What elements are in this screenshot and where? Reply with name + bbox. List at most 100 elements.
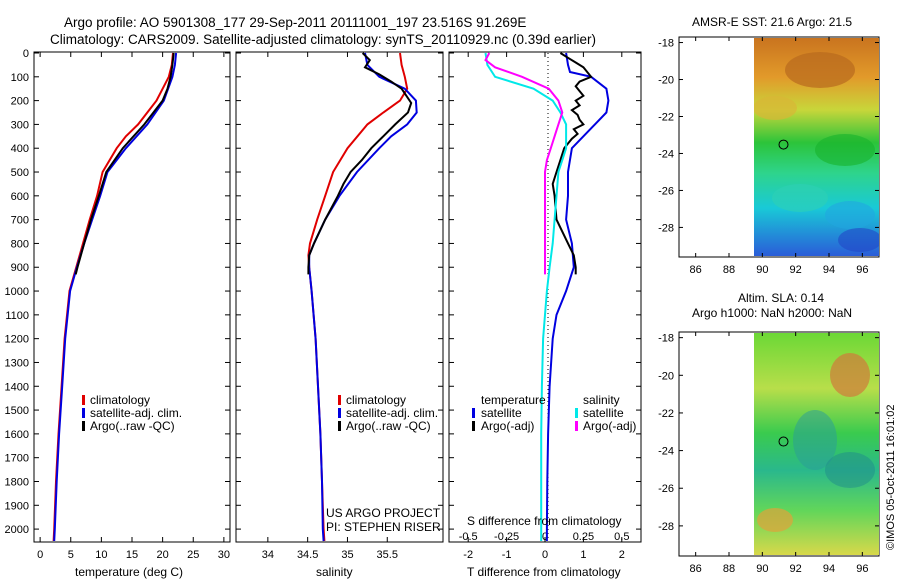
series-line: [308, 52, 418, 542]
x-tick-label: 0: [37, 549, 43, 561]
depth-tick-label: 0: [23, 48, 29, 60]
map-x-tick-label: 92: [790, 264, 802, 276]
depth-tick-label: 100: [11, 72, 29, 84]
series-line: [545, 52, 610, 541]
legend-clim-swatch: [82, 395, 85, 405]
salinity-x-axis: 34 34.5 35 35.5: [262, 52, 398, 561]
map-y-tick-label: -28: [658, 222, 674, 234]
map-x-tick-label: 88: [723, 563, 735, 575]
x-tick-label: 2: [619, 549, 625, 561]
x-tick2-label: 0.5: [614, 531, 629, 543]
temperature-axes: [33, 51, 231, 543]
legend-sargo-label: Argo(-adj): [583, 419, 636, 433]
x-tick2-label: 0.25: [573, 531, 594, 543]
x-tick-label: 10: [95, 549, 107, 561]
depth-tick-label: 1200: [5, 334, 29, 346]
depth-tick-label: 1700: [5, 453, 29, 465]
difference-legend: temperature salinity satellite Argo(-adj…: [472, 393, 636, 433]
map-x-tick-label: 96: [856, 563, 868, 575]
depth-axis: 0 100 200 300 400 500 600 700 800 900 1000 1100 1200…: [5, 48, 641, 536]
legend-ssat-label: satellite: [583, 406, 624, 420]
series-line: [484, 52, 568, 541]
difference-x-axis: -2 -1 0 1 2 -0.5 -0.25 0 0.25 0.5: [459, 52, 629, 561]
series-line: [74, 52, 175, 275]
legend-argo-label: Argo(..raw -QC): [90, 419, 175, 433]
x-tick-label: 20: [157, 549, 169, 561]
sla-title-2: Argo h1000: NaN h2000: NaN: [692, 306, 852, 320]
sla-title-1: Altim. SLA: 0.14: [738, 291, 824, 305]
header-line-1: Argo profile: AO 5901308_177 29-Sep-2011…: [64, 15, 526, 30]
map-x-tick-label: 86: [690, 264, 702, 276]
x-tick-label: 35.5: [377, 549, 398, 561]
map-y-tick-label: -22: [658, 408, 674, 420]
map-x-tick-label: 94: [823, 563, 835, 575]
salinity-legend: climatology satellite-adj. clim. Argo(..…: [338, 393, 438, 433]
legend-sat-label: satellite-adj. clim.: [90, 406, 182, 420]
legend-temp-head: temperature: [481, 393, 546, 407]
salinity-profiles: [307, 52, 418, 542]
sst-axis-ticks: 86 88 90 92 94 96 -18 -20 -22 -24 -26 -28: [658, 37, 879, 276]
depth-tick-label: 1600: [5, 429, 29, 441]
map-y-tick-label: -28: [658, 521, 674, 533]
pi-credit: PI: STEPHEN RISER: [326, 520, 441, 534]
map-x-tick-label: 96: [856, 264, 868, 276]
difference-axes: [448, 51, 642, 543]
sst-heatmap: [754, 38, 879, 256]
legend-argo-swatch: [82, 421, 85, 431]
depth-tick-label: 600: [11, 191, 29, 203]
depth-tick-label: 200: [11, 96, 29, 108]
x-tick2-label: -0.5: [459, 531, 478, 543]
map-x-tick-label: 92: [790, 563, 802, 575]
x-tick2-label: -0.25: [494, 531, 519, 543]
depth-tick-label: 1100: [5, 310, 29, 322]
temperature-xlabel: temperature (deg C): [75, 565, 183, 579]
map-y-tick-label: -20: [658, 370, 674, 382]
map-y-tick-label: -26: [658, 483, 674, 495]
series-line: [307, 52, 413, 275]
legend-targo-label: Argo(-adj): [481, 419, 534, 433]
depth-tick-label: 300: [11, 119, 29, 131]
sst-title: AMSR-E SST: 21.6 Argo: 21.5: [692, 15, 852, 29]
imos-stamp: ©IMOS 05-Oct-2011 16:01:02: [885, 405, 897, 550]
depth-tick-label: 400: [11, 143, 29, 155]
x-tick-label: -1: [502, 549, 512, 561]
map-y-tick-label: -24: [658, 446, 674, 458]
map-x-tick-label: 86: [690, 563, 702, 575]
map-y-tick-label: -22: [658, 111, 674, 123]
map-x-tick-label: 94: [823, 264, 835, 276]
depth-tick-label: 1500: [5, 405, 29, 417]
depth-tick-label: 900: [11, 262, 29, 274]
series-line: [551, 52, 593, 275]
legend-clim-swatch: [338, 395, 341, 405]
depth-tick-label: 500: [11, 167, 29, 179]
legend-clim-label: climatology: [90, 393, 150, 407]
map-x-tick-label: 90: [756, 563, 768, 575]
series-line: [484, 52, 564, 275]
sla-axis-ticks: 86 88 90 92 94 96 -18 -20 -22 -24 -26 -28: [658, 332, 879, 575]
temperature-profiles: [52, 52, 178, 542]
x-tick-label: 34.5: [297, 549, 318, 561]
depth-tick-label: 1000: [5, 286, 29, 298]
x-tick-label: -2: [463, 549, 473, 561]
x-tick-label: 0: [542, 549, 548, 561]
x-tick-label: 30: [218, 549, 230, 561]
legend-argo-label: Argo(..raw -QC): [346, 419, 431, 433]
sla-argo-marker: [778, 436, 789, 447]
map-x-tick-label: 88: [723, 264, 735, 276]
map-y-tick-label: -18: [658, 333, 674, 345]
salinity-axes: [235, 51, 444, 543]
legend-clim-label: climatology: [346, 393, 406, 407]
salinity-xlabel: salinity: [316, 565, 353, 579]
depth-tick-label: 2000: [5, 524, 29, 536]
depth-tick-label: 800: [11, 238, 29, 250]
header-line-2: Climatology: CARS2009. Satellite-adjuste…: [50, 32, 596, 47]
depth-tick-label: 1900: [5, 500, 29, 512]
x-tick-label: 35: [341, 549, 353, 561]
depth-tick-label: 700: [11, 215, 29, 227]
map-y-tick-label: -24: [658, 148, 674, 160]
sst-argo-marker: [778, 139, 789, 150]
legend-sat-label: satellite-adj. clim.: [346, 406, 438, 420]
depth-tick-label: 1800: [5, 476, 29, 488]
depth-tick-label: 1400: [5, 381, 29, 393]
